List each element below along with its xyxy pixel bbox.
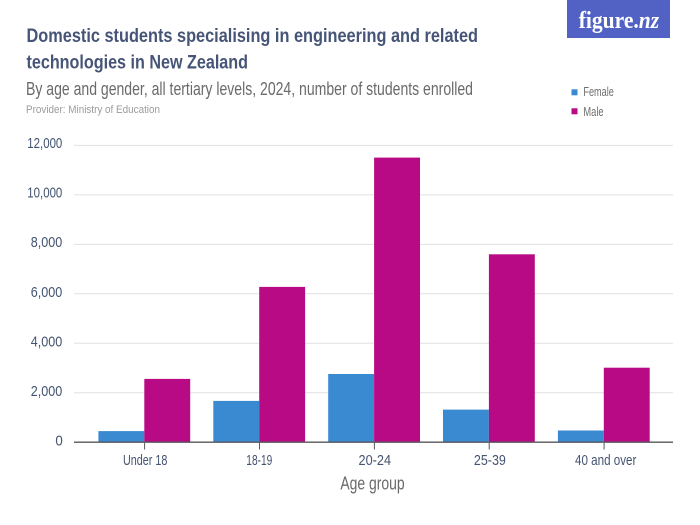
- svg-text:18-19: 18-19: [246, 453, 272, 469]
- svg-text:10,000: 10,000: [27, 186, 62, 202]
- svg-text:Age group: Age group: [340, 474, 404, 494]
- svg-text:Domestic students specialising: Domestic students specialising in engine…: [27, 26, 479, 47]
- svg-text:8,000: 8,000: [31, 235, 63, 251]
- svg-text:By age and gender, all tertiar: By age and gender, all tertiary levels, …: [26, 78, 473, 99]
- svg-text:12,000: 12,000: [27, 136, 62, 152]
- svg-text:technologies in New Zealand: technologies in New Zealand: [27, 52, 249, 73]
- svg-text:25-39: 25-39: [474, 453, 506, 469]
- svg-text:Male: Male: [583, 104, 603, 119]
- svg-text:0: 0: [55, 434, 62, 450]
- svg-text:Under 18: Under 18: [123, 453, 168, 469]
- svg-text:6,000: 6,000: [31, 285, 63, 301]
- svg-text:20-24: 20-24: [359, 453, 392, 469]
- svg-text:2,000: 2,000: [31, 384, 63, 400]
- svg-text:figure.nz: figure.nz: [579, 7, 660, 34]
- svg-text:4,000: 4,000: [31, 334, 63, 350]
- svg-text:Provider: Ministry of Educatio: Provider: Ministry of Education: [26, 104, 160, 116]
- svg-text:Female: Female: [583, 84, 613, 99]
- svg-text:40 and over: 40 and over: [575, 453, 637, 469]
